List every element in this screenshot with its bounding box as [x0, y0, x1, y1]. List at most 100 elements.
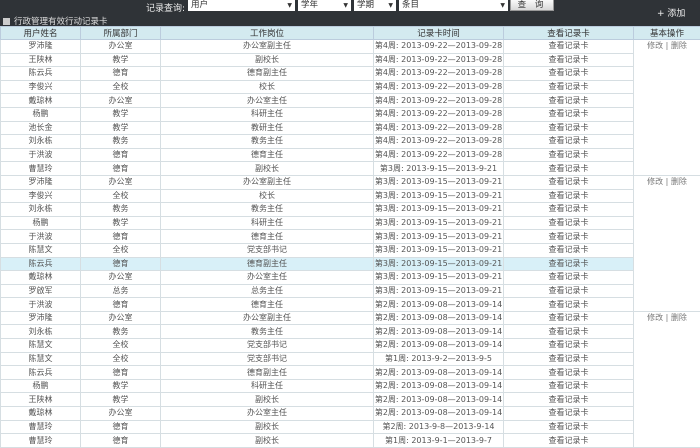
position-cell: 科研主任 [160, 106, 374, 122]
view-card-link[interactable]: 查看记录卡 [503, 202, 634, 217]
view-card-link[interactable]: 查看记录卡 [503, 324, 634, 340]
col-user-name: 用户姓名 [0, 26, 81, 40]
view-card-link[interactable]: 查看记录卡 [503, 174, 634, 190]
user-name-cell: 陈慧文 [0, 338, 81, 353]
delete-link[interactable]: 删除 [670, 41, 687, 50]
position-cell: 教务主任 [160, 134, 374, 149]
user-name-cell: 陈慧文 [0, 242, 81, 258]
view-card-link[interactable]: 查看记录卡 [503, 338, 634, 353]
view-card-link[interactable]: 查看记录卡 [503, 270, 634, 285]
view-card-link[interactable]: 查看记录卡 [503, 39, 634, 54]
department-cell: 全校 [80, 338, 161, 353]
view-card-link[interactable]: 查看记录卡 [503, 392, 634, 408]
delete-link[interactable]: 删除 [670, 176, 687, 186]
view-card-link[interactable]: 查看记录卡 [503, 215, 634, 231]
position-cell: 科研主任 [160, 378, 374, 394]
user-name-cell: 曹慧玲 [0, 419, 81, 435]
user-name-cell: 罗沛隆 [0, 174, 81, 190]
record-time-cell: 第3周: 2013-09-15—2013-09-21 [373, 256, 504, 272]
position-cell: 教务主任 [160, 324, 374, 340]
view-card-link[interactable]: 查看记录卡 [503, 310, 634, 326]
position-cell: 办公室主任 [160, 406, 374, 421]
record-time-cell: 第1周: 2013-9-1—2013-9-7 [373, 433, 504, 448]
record-time-cell: 第4周: 2013-09-22—2013-09-28 [373, 79, 504, 95]
record-time-cell: 第4周: 2013-09-22—2013-09-28 [373, 134, 504, 149]
edit-link[interactable]: 修改 [647, 312, 664, 322]
table-row: 杨鹏 教学 科研主任 第4周: 2013-09-22—2013-09-28 查看记录卡 [0, 106, 700, 122]
table-row: 于洪波 德育 德育主任 第4周: 2013-09-22—2013-09-28 查看记录卡 [0, 147, 700, 163]
view-card-link[interactable]: 查看记录卡 [503, 242, 634, 258]
table-row: 戴琼林 办公室 办公室主任 第4周: 2013-09-22—2013-09-28 查看记… [0, 93, 700, 108]
view-card-link[interactable]: 查看记录卡 [503, 188, 634, 204]
view-card-link[interactable]: 查看记录卡 [503, 406, 634, 421]
view-card-link[interactable]: 查看记录卡 [503, 229, 634, 244]
view-card-link[interactable]: 查看记录卡 [503, 378, 634, 394]
edit-link[interactable]: 修改 [647, 41, 664, 50]
view-card-link[interactable]: 查看记录卡 [503, 351, 634, 367]
col-record-time: 记录卡时间 [373, 26, 504, 40]
view-card-link[interactable]: 查看记录卡 [503, 52, 634, 68]
user-select[interactable]: 用户 ▼ [188, 0, 295, 11]
position-cell: 德育主任 [160, 229, 374, 244]
user-name-cell: 罗沛隆 [0, 39, 81, 54]
department-cell: 德育 [80, 365, 161, 380]
view-card-link[interactable]: 查看记录卡 [503, 134, 634, 149]
view-card-link[interactable]: 查看记录卡 [503, 79, 634, 95]
department-cell: 教学 [80, 120, 161, 136]
table-row: 杨鹏 教学 科研主任 第3周: 2013-09-15—2013-09-21 查看记录卡 [0, 215, 700, 231]
user-name-cell: 刘永栋 [0, 202, 81, 217]
view-card-link[interactable]: 查看记录卡 [503, 365, 634, 380]
year-select[interactable]: 学年 ▼ [298, 0, 351, 11]
table-row: 戴琼林 办公室 办公室主任 第2周: 2013-09-08—2013-09-14 查看记… [0, 406, 700, 421]
department-cell: 办公室 [80, 406, 161, 421]
user-name-cell: 于洪波 [0, 229, 81, 244]
department-cell: 总务 [80, 283, 161, 299]
view-card-link[interactable]: 查看记录卡 [503, 419, 634, 435]
position-cell: 副校长 [160, 433, 374, 448]
col-position: 工作岗位 [160, 26, 374, 40]
view-card-link[interactable]: 查看记录卡 [503, 106, 634, 122]
chevron-down-icon: ▼ [500, 2, 505, 9]
record-time-cell: 第2周: 2013-09-08—2013-09-14 [373, 338, 504, 353]
view-card-link[interactable]: 查看记录卡 [503, 283, 634, 299]
view-card-link[interactable]: 查看记录卡 [503, 66, 634, 81]
view-card-link[interactable]: 查看记录卡 [503, 433, 634, 448]
view-card-link[interactable]: 查看记录卡 [503, 93, 634, 108]
department-cell: 办公室 [80, 174, 161, 190]
panel-title-text: 行政管理有效行动记录卡 [14, 17, 108, 27]
record-time-cell: 第3周: 2013-9-15—2013-9-21 [373, 161, 504, 176]
position-cell: 副校长 [160, 161, 374, 176]
department-cell: 办公室 [80, 310, 161, 326]
view-card-link[interactable]: 查看记录卡 [503, 120, 634, 136]
record-time-cell: 第3周: 2013-09-15—2013-09-21 [373, 229, 504, 244]
position-cell: 办公室副主任 [160, 310, 374, 326]
user-name-cell: 刘永栋 [0, 134, 81, 149]
add-button[interactable]: + 添加 [657, 9, 686, 19]
view-card-link[interactable]: 查看记录卡 [503, 147, 634, 163]
record-time-cell: 第3周: 2013-09-15—2013-09-21 [373, 215, 504, 231]
user-name-cell: 戴琼林 [0, 93, 81, 108]
table-row: 杨鹏 教学 科研主任 第2周: 2013-09-08—2013-09-14 查看记录卡 [0, 378, 700, 394]
record-time-cell: 第2周: 2013-09-08—2013-09-14 [373, 324, 504, 340]
position-cell: 办公室主任 [160, 93, 374, 108]
search-button[interactable]: 查 询 [510, 0, 554, 11]
view-card-link[interactable]: 查看记录卡 [503, 161, 634, 176]
term-select[interactable]: 学期 ▼ [354, 0, 396, 11]
view-card-link[interactable]: 查看记录卡 [503, 256, 634, 272]
edit-link[interactable]: 修改 [647, 176, 664, 186]
department-cell: 全校 [80, 242, 161, 258]
table-row: 陈慧文 全校 党支部书记 第1周: 2013-9-2—2013-9-5 查看记录卡 [0, 351, 700, 367]
position-cell: 党支部书记 [160, 351, 374, 367]
view-card-link[interactable]: 查看记录卡 [503, 297, 634, 312]
department-cell: 德育 [80, 161, 161, 176]
record-time-cell: 第3周: 2013-09-15—2013-09-21 [373, 283, 504, 299]
delete-link[interactable]: 删除 [670, 312, 687, 322]
user-name-cell: 王陕林 [0, 392, 81, 408]
separator: | [665, 176, 669, 186]
table-row: 陈云兵 德育 德育副主任 第4周: 2013-09-22—2013-09-28 查看记录… [0, 66, 700, 81]
record-time-cell: 第3周: 2013-09-15—2013-09-21 [373, 188, 504, 204]
table-row: 于洪波 德育 德育主任 第3周: 2013-09-15—2013-09-21 查看记录卡 [0, 229, 700, 244]
user-name-cell: 杨鹏 [0, 106, 81, 122]
department-cell: 办公室 [80, 93, 161, 108]
item-select[interactable]: 条目 ▼ [399, 0, 508, 11]
